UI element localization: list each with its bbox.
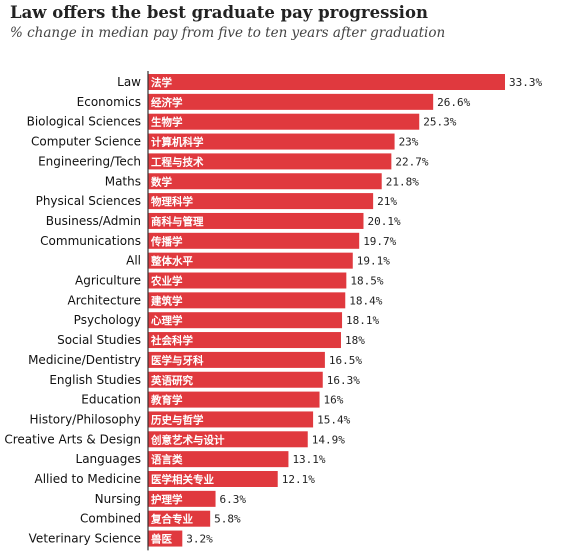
category-label: Law — [117, 75, 141, 89]
category-label: Social Studies — [57, 333, 141, 347]
category-label: English Studies — [49, 373, 141, 387]
category-label: Combined — [80, 512, 141, 526]
bar — [148, 451, 289, 468]
category-label: Computer Science — [31, 135, 141, 149]
value-label: 16.5% — [329, 354, 362, 367]
value-label: 25.3% — [423, 116, 456, 129]
category-label: Veterinary Science — [29, 532, 141, 546]
category-label: Business/Admin — [46, 214, 141, 228]
bar-inner-label: 医学相关专业 — [151, 473, 214, 486]
category-label: Communications — [40, 234, 141, 248]
category-label: Languages — [76, 452, 141, 466]
value-label: 18% — [345, 334, 365, 347]
value-label: 16% — [324, 394, 344, 407]
bar-inner-label: 传播学 — [150, 235, 183, 248]
bar-inner-label: 建筑学 — [150, 294, 183, 307]
bar — [148, 371, 323, 388]
bar — [148, 431, 308, 448]
category-label: Architecture — [68, 293, 141, 307]
value-label: 6.3% — [220, 493, 247, 506]
bar-inner-label: 历史与哲学 — [151, 413, 204, 426]
category-label: All — [126, 254, 141, 268]
chart-title: Law offers the best graduate pay progres… — [10, 3, 428, 22]
bar-inner-label: 语言类 — [151, 453, 183, 466]
bar — [148, 113, 420, 130]
category-label: Education — [81, 393, 141, 407]
bar — [148, 391, 320, 408]
value-label: 18.5% — [350, 275, 383, 288]
bar — [148, 272, 347, 289]
category-label: Psychology — [74, 313, 141, 327]
category-label: Maths — [105, 174, 141, 188]
bar-inner-label: 经济学 — [151, 96, 183, 109]
bar — [148, 153, 392, 170]
chart-subtitle: % change in median pay from five to ten … — [10, 25, 446, 41]
bar — [148, 471, 278, 487]
category-label: Economics — [77, 95, 141, 109]
category-label: Agriculture — [75, 274, 141, 288]
bar — [148, 510, 211, 527]
category-label: Medicine/Dentistry — [28, 353, 141, 367]
bar — [148, 411, 314, 428]
bar — [148, 292, 346, 309]
bar-inner-label: 物理科学 — [151, 195, 193, 208]
value-label: 14.9% — [312, 433, 345, 446]
bar — [148, 351, 325, 368]
bar-inner-label: 英语研究 — [150, 374, 193, 387]
category-label: Nursing — [95, 492, 141, 506]
bar — [148, 193, 374, 210]
bar-inner-label: 社会科学 — [150, 334, 193, 347]
bar-inner-label: 生物学 — [151, 116, 183, 129]
value-label: 23% — [399, 136, 419, 149]
bar — [148, 173, 382, 190]
bar-inner-label: 兽医 — [151, 533, 172, 546]
bar-inner-label: 心理学 — [151, 314, 183, 327]
bar — [148, 530, 183, 547]
bar — [148, 74, 505, 90]
value-label: 13.1% — [292, 453, 325, 466]
bar — [148, 93, 434, 110]
value-label: 19.7% — [363, 235, 396, 248]
bar-inner-label: 护理学 — [151, 493, 183, 506]
bar-inner-label: 复合专业 — [150, 513, 193, 526]
bar — [148, 490, 216, 507]
value-label: 33.3% — [509, 76, 542, 89]
value-label: 20.1% — [367, 215, 400, 228]
bar — [148, 332, 341, 349]
category-label: Creative Arts & Design — [4, 432, 141, 446]
bar-inner-label: 工程与技术 — [151, 155, 204, 168]
value-label: 26.6% — [437, 96, 470, 109]
value-label: 19.1% — [357, 255, 390, 268]
bar-inner-label: 创意艺术与设计 — [150, 433, 225, 446]
category-label: Biological Sciences — [27, 115, 141, 129]
bar — [148, 133, 395, 150]
bar — [148, 312, 343, 329]
bar-inner-label: 数学 — [150, 175, 172, 188]
bar-inner-label: 农业学 — [150, 275, 183, 288]
value-label: 3.2% — [186, 533, 213, 546]
bar — [148, 212, 364, 229]
value-label: 18.1% — [346, 314, 379, 327]
value-label: 12.1% — [282, 473, 315, 486]
bar-inner-label: 计算机科学 — [151, 136, 204, 149]
value-label: 21% — [377, 195, 397, 208]
bar — [148, 232, 360, 249]
value-label: 22.7% — [395, 155, 428, 168]
category-label: Allied to Medicine — [35, 472, 142, 486]
category-label: Engineering/Tech — [38, 154, 141, 168]
category-label: History/Philosophy — [29, 412, 141, 426]
value-label: 21.8% — [386, 175, 419, 188]
value-label: 15.4% — [317, 413, 350, 426]
value-label: 5.8% — [214, 513, 241, 526]
category-label: Physical Sciences — [36, 194, 141, 208]
value-label: 18.4% — [349, 294, 382, 307]
bar-inner-label: 整体水平 — [150, 255, 193, 268]
bar-inner-label: 医学与牙科 — [151, 354, 204, 367]
value-label: 16.3% — [327, 374, 360, 387]
bar-inner-label: 教育学 — [150, 394, 183, 407]
bar — [148, 252, 353, 269]
bar-inner-label: 商科与管理 — [151, 215, 204, 228]
bar-inner-label: 法学 — [151, 76, 172, 89]
